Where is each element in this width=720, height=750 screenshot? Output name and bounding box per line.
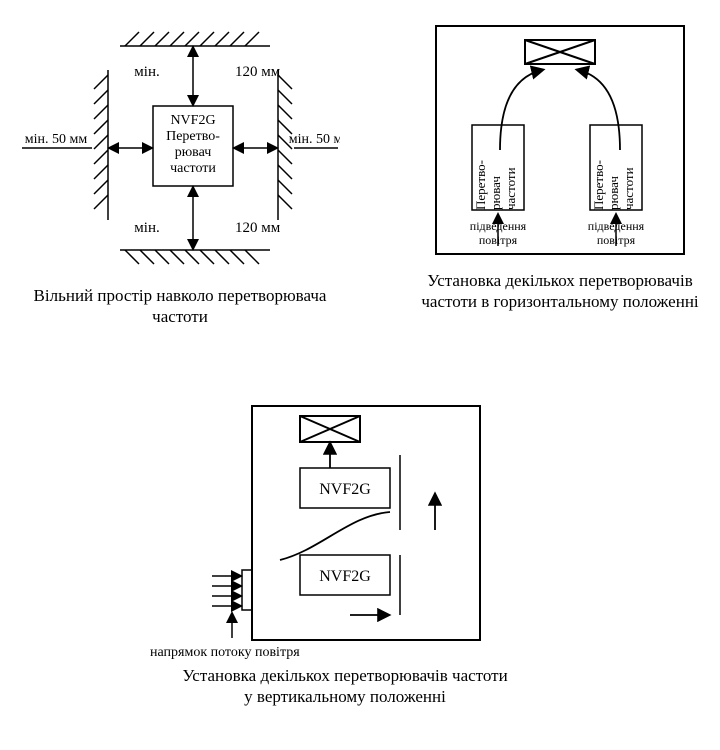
fig1-top-clearance: 120 мм: [235, 64, 281, 80]
fig1-bottom-min-label: мін.: [134, 220, 159, 236]
center-box-line1: NVF2G: [170, 113, 215, 128]
center-box-line3: рювач: [175, 145, 212, 160]
center-box-line2: Перетво-: [166, 129, 220, 144]
fig1-top-min-label: мін.: [134, 64, 159, 80]
fig2-right-line1: Перетво-: [591, 160, 606, 210]
fig1-bottom-clearance: 120 мм: [235, 220, 281, 236]
fig2-air-right1: підведення: [588, 219, 645, 233]
fig3-caption: Установка декількох перетворювачів часто…: [180, 665, 510, 708]
fig2-air-right2: повітря: [597, 233, 636, 247]
fig1-left-clearance: мін. 50 мм: [25, 132, 88, 147]
fig2-left-line1: Перетво-: [473, 160, 488, 210]
fig2-right-line3: частоти: [621, 167, 636, 210]
horizontal-install-diagram: Перетво- рювач частоти Перетво- рювач ча…: [430, 20, 690, 260]
fig1-right-clearance: мін. 50 мм: [289, 132, 340, 147]
fig2-caption: Установка декількох перетворювачів часто…: [420, 270, 700, 313]
fig1-caption: Вільний простір навколо перетворювача ча…: [20, 285, 340, 328]
fig2-air-left1: підведення: [470, 219, 527, 233]
fig3-bottom-unit: NVF2G: [319, 568, 371, 585]
vertical-install-diagram: NVF2G NVF2G: [200, 400, 490, 660]
fig3-top-unit: NVF2G: [319, 481, 371, 498]
fig3-airflow-label: напрямок потоку повітря: [150, 645, 300, 661]
center-box-line4: частоти: [170, 161, 216, 176]
clearance-diagram: NVF2G Перетво- рювач частоти мін. 120 мм…: [20, 20, 340, 280]
fig2-left-line3: частоти: [503, 167, 518, 210]
fig2-left-line2: рювач: [488, 176, 503, 210]
fig2-right-line2: рювач: [606, 176, 621, 210]
fig2-air-left2: повітря: [479, 233, 518, 247]
